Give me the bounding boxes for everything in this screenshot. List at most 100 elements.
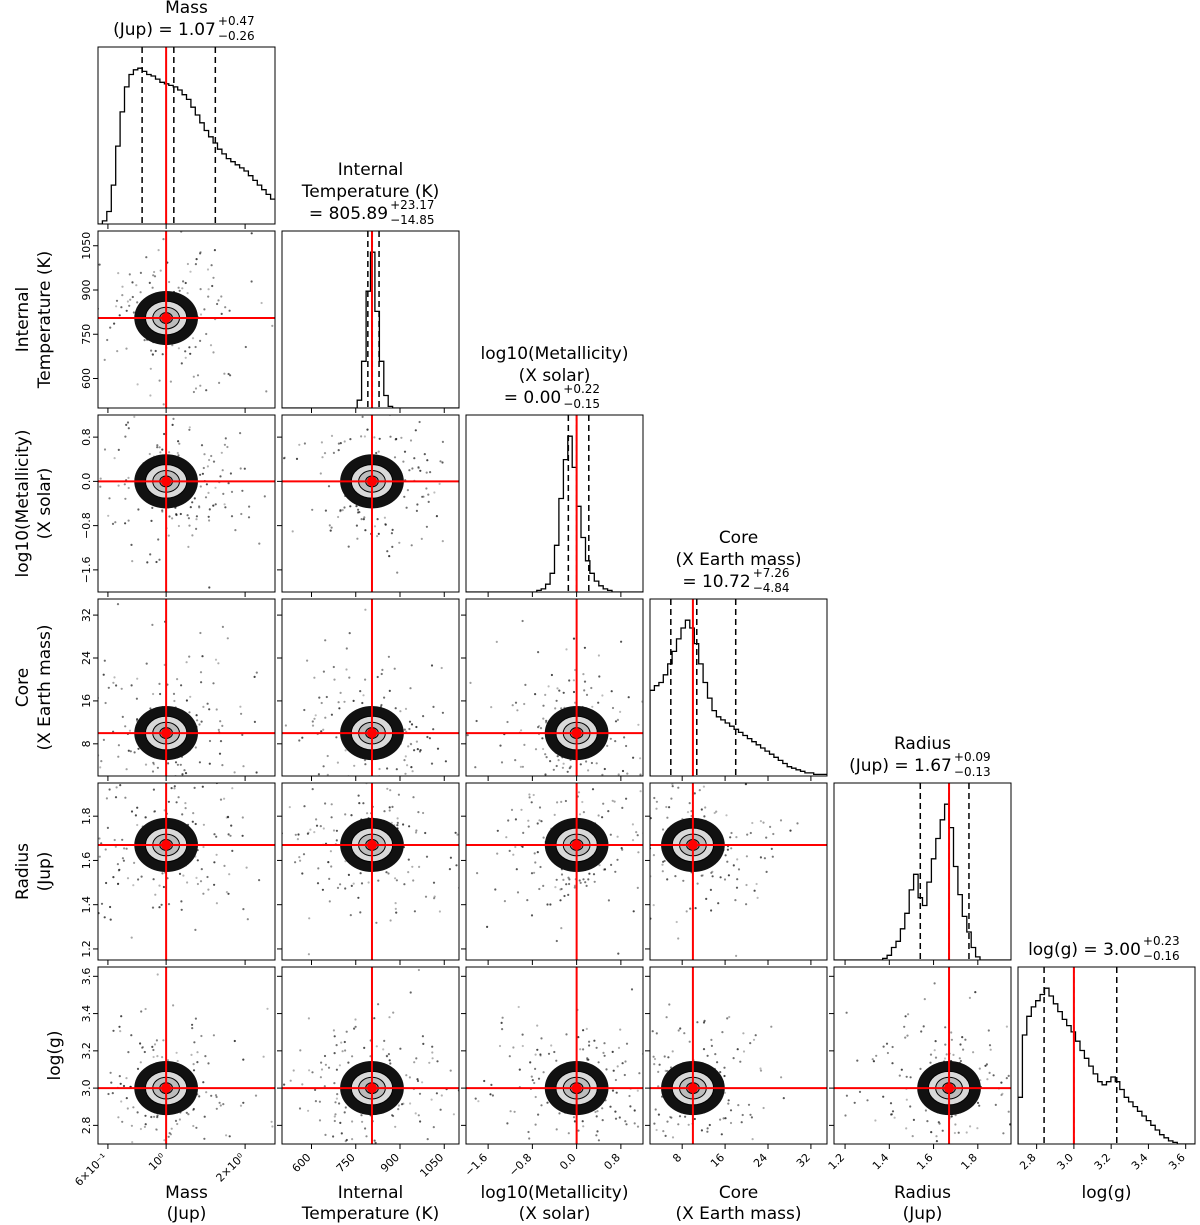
panel-frame — [649, 598, 828, 777]
title-plus-core: +7.26 — [753, 566, 790, 580]
x-tick-label-met: −0.8 — [506, 1151, 534, 1179]
y-tick-label-core: 16 — [80, 694, 93, 708]
y-tick-label-tint: 600 — [80, 368, 93, 389]
y-axis-label-radius: (Jup) — [35, 852, 55, 892]
title-minus-met: −0.15 — [563, 397, 600, 411]
y-tick-label-met: 0.0 — [80, 473, 93, 491]
scatter-logg-vs-radius — [844, 982, 1011, 1144]
title-name-met: log10(Metallicity) — [481, 344, 629, 364]
truth-marker — [687, 839, 698, 850]
title-name-tint: Temperature (K) — [301, 182, 440, 202]
truth-marker — [687, 1083, 698, 1094]
panel-frame — [281, 966, 460, 1145]
y-tick-label-radius: 1.2 — [80, 940, 93, 958]
truth-marker — [366, 1083, 377, 1094]
truth-marker — [161, 728, 172, 739]
x-tick-label-core: 32 — [794, 1151, 813, 1170]
hist-radius — [834, 803, 1011, 960]
x-tick-label-mass: 2×10⁰ — [214, 1151, 248, 1185]
panel-frame — [833, 966, 1012, 1145]
panel-radius-vs-core — [645, 782, 828, 965]
truth-marker — [944, 1083, 955, 1094]
panel-core-vs-tint — [277, 598, 460, 781]
x-tick-label-met: −1.6 — [462, 1151, 490, 1179]
x-tick-label-radius: 1.6 — [914, 1151, 936, 1173]
y-tick-label-tint: 900 — [80, 280, 93, 301]
y-tick-label-logg: 3.4 — [80, 1005, 93, 1023]
panel-met-vs-met: log10(Metallicity)(X solar)= 0.00 +0.22−0… — [465, 344, 644, 597]
x-axis-label-radius: (Jup) — [903, 1204, 943, 1224]
scatter-logg-vs-tint — [283, 968, 459, 1144]
x-tick-label-tint: 750 — [334, 1151, 358, 1175]
panel-radius-vs-tint — [277, 782, 460, 965]
hist-tint — [282, 251, 459, 408]
x-axis-label-tint: Temperature (K) — [301, 1204, 440, 1224]
title-value-radius: (Jup) = 1.67 — [849, 756, 952, 776]
title-plus-tint: +23.17 — [390, 198, 434, 212]
panel-frame — [465, 782, 644, 961]
panel-mass-vs-mass: Mass (Jup) = 1.07 +0.47−0.26 — [97, 0, 276, 229]
x-tick-label-core: 8 — [670, 1151, 684, 1165]
truth-marker — [366, 728, 377, 739]
y-tick-label-met: 0.8 — [80, 428, 93, 446]
y-axis-label-logg: log(g) — [45, 1031, 65, 1081]
x-axis-label-core: Core — [719, 1183, 758, 1203]
y-tick-label-radius: 1.4 — [80, 896, 93, 914]
panel-frame — [649, 782, 828, 961]
title-plus-logg: +0.23 — [1143, 934, 1180, 948]
scatter-radius-vs-core — [650, 783, 799, 958]
title-name-met: (X solar) — [519, 366, 591, 386]
x-tick-label-met: 0.0 — [557, 1151, 579, 1173]
y-tick-label-met: −0.8 — [80, 512, 93, 539]
title-minus-radius: −0.13 — [954, 765, 991, 779]
panel-logg-vs-met: −1.6 −0.8 0.0 0.8 — [461, 966, 644, 1179]
x-axis-label-met: log10(Metallicity) — [481, 1183, 629, 1203]
y-tick-label-core: 8 — [80, 740, 93, 747]
y-tick-label-logg: 3.0 — [80, 1079, 93, 1097]
panel-frame — [465, 414, 644, 593]
y-tick-label-radius: 1.6 — [80, 852, 93, 870]
y-tick-label-radius: 1.8 — [80, 807, 93, 825]
panel-frame — [1017, 966, 1196, 1145]
x-axis-label-radius: Radius — [894, 1183, 951, 1203]
panel-frame — [465, 966, 644, 1145]
y-tick-label-logg: 3.2 — [80, 1042, 93, 1060]
truth-marker — [161, 1083, 172, 1094]
truth-marker — [571, 728, 582, 739]
truth-marker — [571, 839, 582, 850]
y-tick-label-core: 24 — [80, 651, 93, 665]
panel-radius-vs-mass: 1.2 1.4 1.6 1.8 — [80, 782, 276, 965]
y-axis-label-radius: Radius — [13, 843, 33, 900]
title-value-mass: (Jup) = 1.07 — [113, 20, 216, 40]
x-tick-label-met: 0.8 — [601, 1151, 623, 1173]
y-tick-label-logg: 3.6 — [80, 968, 93, 986]
y-axis-label-tint: Internal — [13, 287, 33, 353]
title-name-core: Core — [719, 528, 758, 548]
panel-frame — [97, 230, 276, 409]
x-tick-label-tint: 900 — [378, 1151, 402, 1175]
panel-frame — [833, 782, 1012, 961]
hist-core — [650, 619, 827, 776]
truth-marker — [571, 1083, 582, 1094]
panel-radius-vs-met — [461, 782, 644, 965]
title-minus-tint: −14.85 — [390, 213, 434, 227]
x-tick-label-tint: 1050 — [417, 1151, 446, 1180]
truth-marker — [161, 313, 172, 324]
panel-frame — [649, 966, 828, 1145]
title-minus-core: −4.84 — [753, 581, 790, 595]
panel-frame — [281, 414, 460, 593]
truth-marker — [366, 476, 377, 487]
scatter-logg-vs-mass — [107, 973, 274, 1144]
title-name-core: (X Earth mass) — [676, 550, 802, 570]
y-tick-label-met: −1.6 — [80, 557, 93, 584]
panel-logg-vs-tint: 600 750 900 1050 — [277, 966, 460, 1180]
title-minus-logg: −0.16 — [1143, 949, 1180, 963]
scatter-core-vs-mass — [98, 603, 258, 776]
panel-frame — [97, 966, 276, 1145]
title-value-core: = 10.72 — [682, 572, 750, 592]
x-tick-label-mass: 10⁰ — [146, 1151, 169, 1174]
panel-frame — [281, 230, 460, 409]
panel-core-vs-met — [461, 598, 644, 781]
